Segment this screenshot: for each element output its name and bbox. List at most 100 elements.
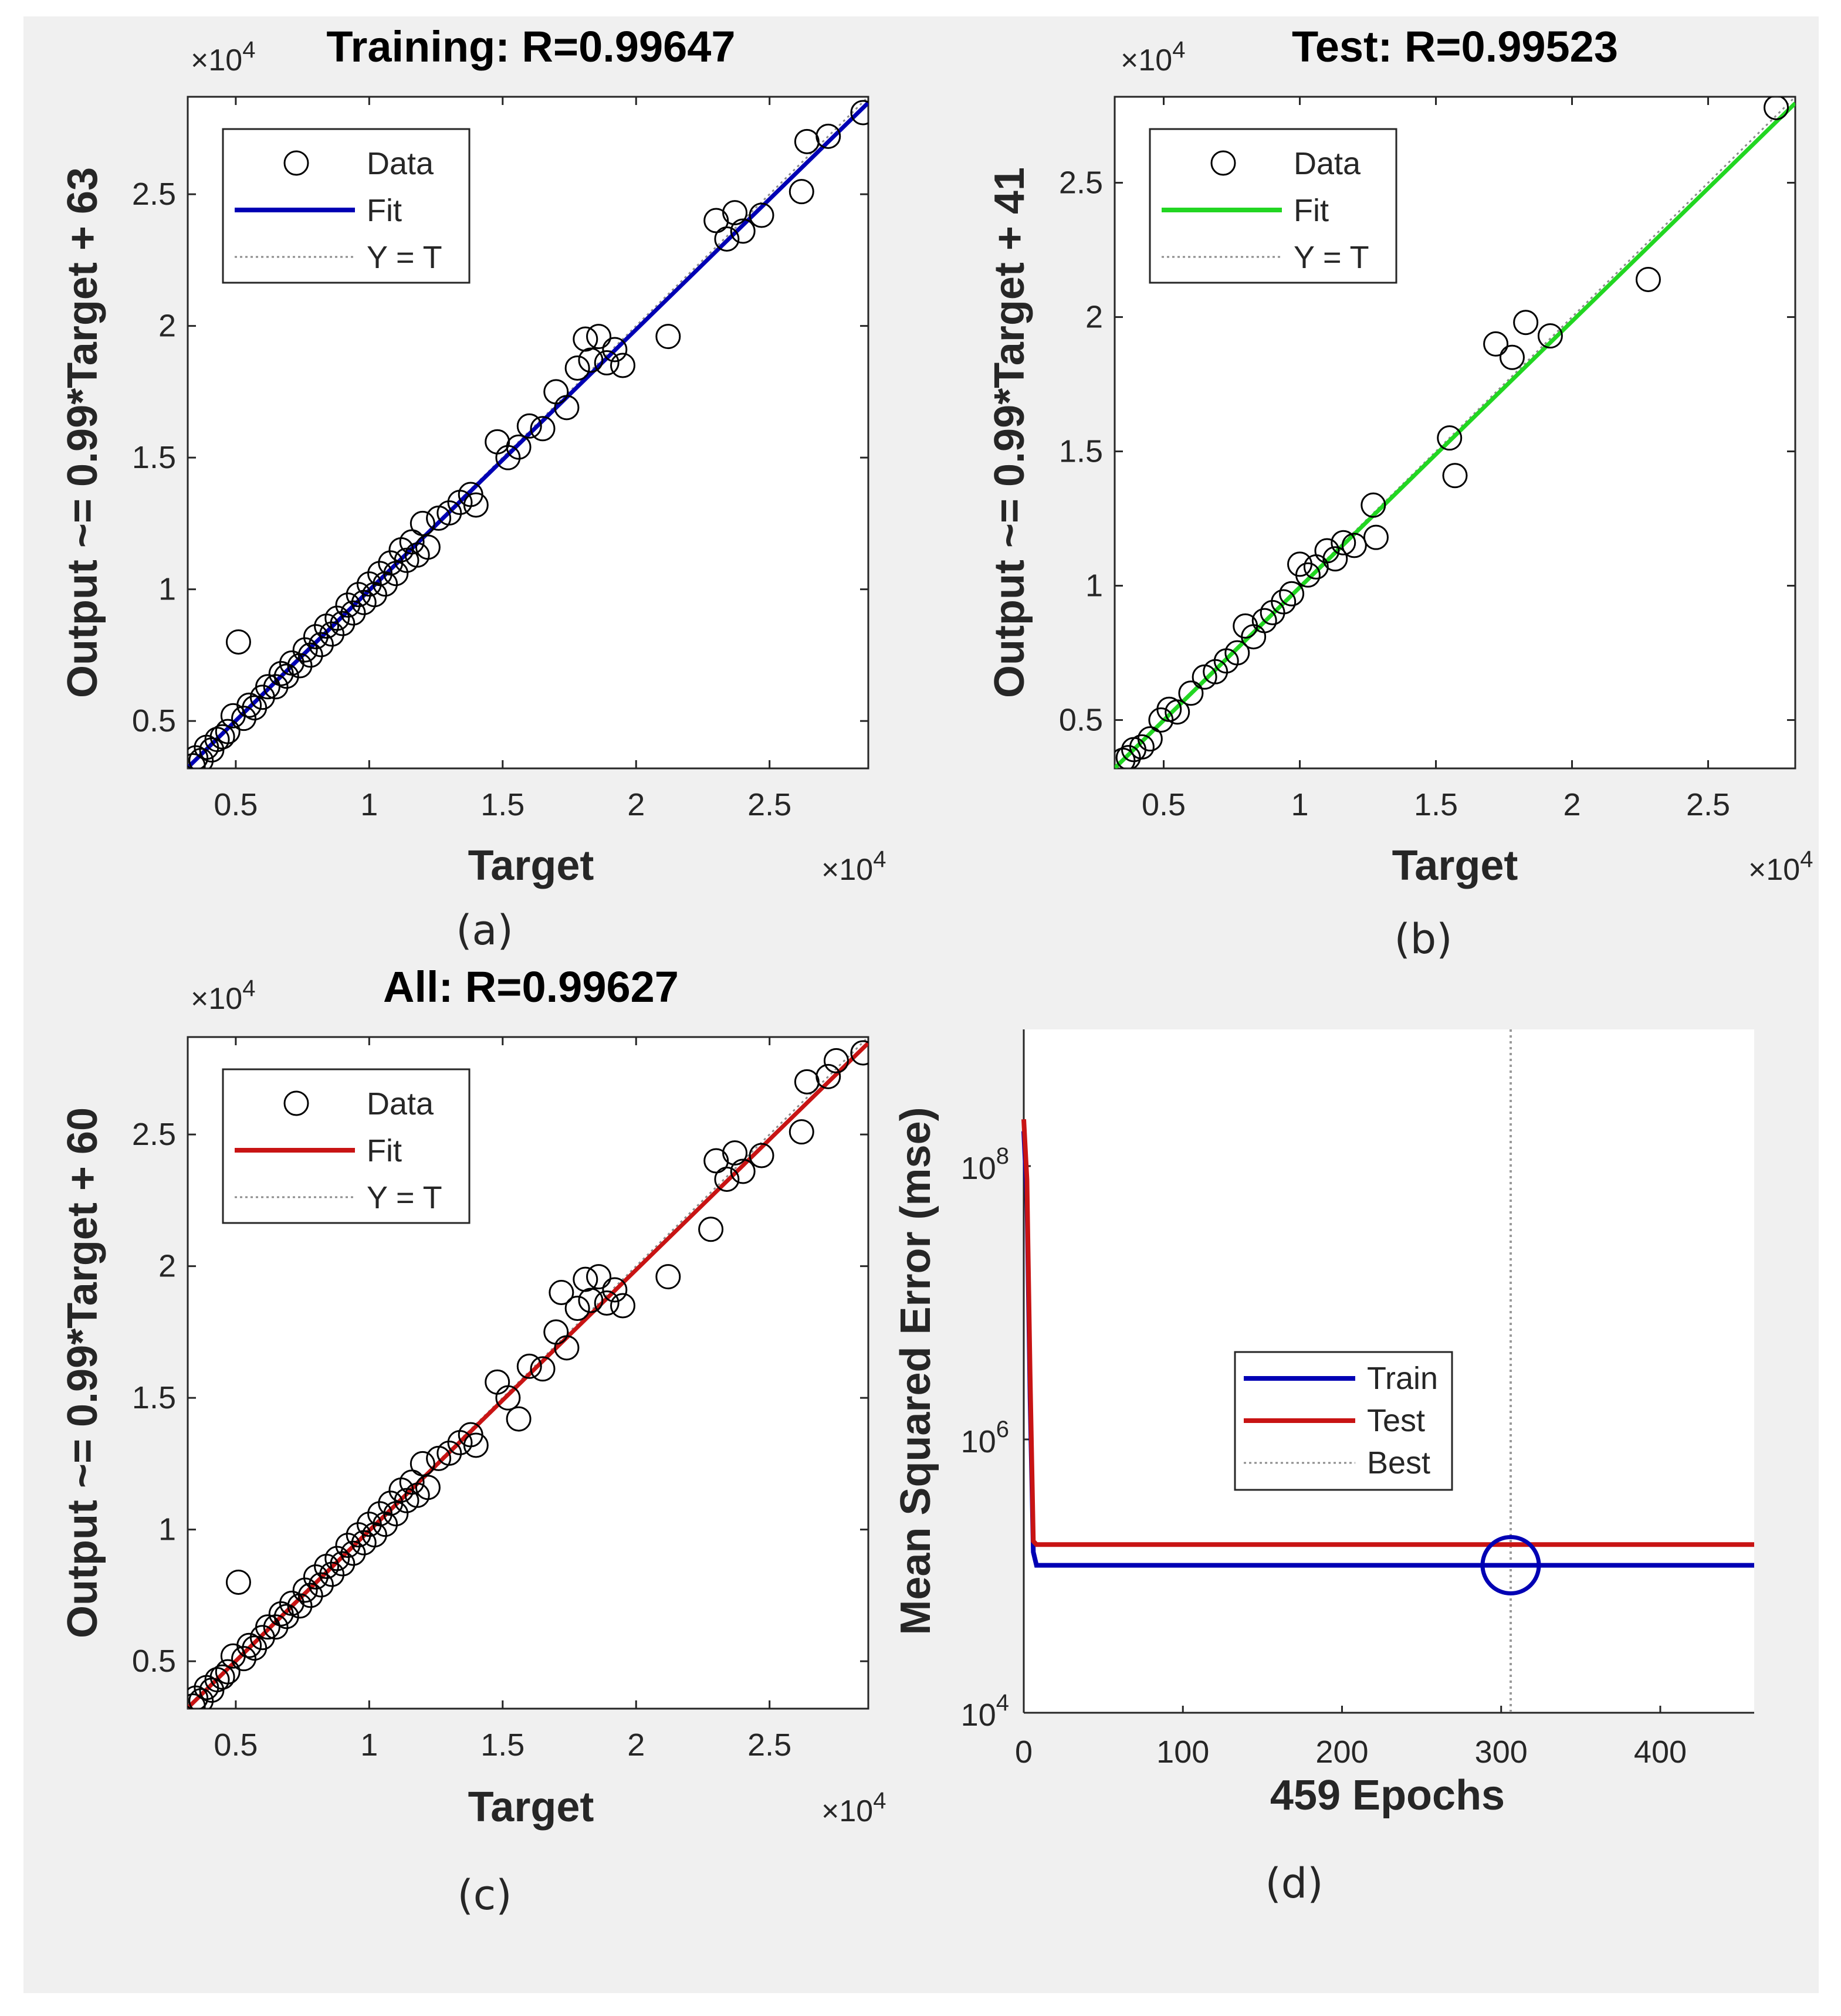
legend-label: Fit bbox=[1294, 193, 1329, 228]
y-scale-base: ×10 bbox=[191, 982, 242, 1016]
fit-line bbox=[1115, 101, 1795, 768]
x-scale-base: ×10 bbox=[821, 1794, 873, 1828]
panel-caption: (c) bbox=[457, 1871, 512, 1919]
data-point bbox=[330, 611, 356, 636]
x-scale-exponent: 4 bbox=[873, 1788, 886, 1814]
data-point bbox=[1764, 97, 1789, 120]
data-point bbox=[1513, 310, 1539, 336]
data-point bbox=[255, 674, 280, 700]
legend-label: Y = T bbox=[367, 1180, 442, 1215]
data-point bbox=[319, 1561, 345, 1587]
y-tick-label: 2.5 bbox=[132, 1117, 176, 1152]
x-scale-factor: ×104 bbox=[1748, 846, 1813, 887]
data-point bbox=[578, 347, 604, 373]
x-tick-label: 300 bbox=[1475, 1734, 1528, 1770]
y-tick-label: 1 bbox=[1085, 568, 1103, 604]
chart-title: Training: R=0.99647 bbox=[326, 22, 735, 71]
y-scale-base: ×10 bbox=[1121, 43, 1172, 77]
data-point bbox=[209, 724, 235, 750]
data-point bbox=[209, 1664, 235, 1690]
data-point bbox=[1251, 608, 1277, 633]
legend-marker-data bbox=[283, 1090, 309, 1116]
y-tick-exponent: 6 bbox=[996, 1417, 1009, 1442]
y-tick-label: 0.5 bbox=[1059, 703, 1103, 738]
data-point bbox=[1279, 581, 1305, 607]
data-point bbox=[1537, 323, 1563, 349]
data-point bbox=[463, 1432, 489, 1458]
data-point bbox=[361, 582, 387, 608]
data-point bbox=[610, 353, 635, 378]
data-point bbox=[410, 510, 435, 536]
legend-label: Fit bbox=[367, 193, 402, 228]
y-scale-factor: ×104 bbox=[191, 37, 255, 77]
data-point bbox=[530, 1356, 556, 1382]
data-point bbox=[335, 1533, 361, 1558]
data-point bbox=[463, 492, 489, 518]
y-axis-label: Output ~= 0.99*Target + 41 bbox=[986, 167, 1033, 698]
data-point bbox=[324, 605, 350, 631]
data-point bbox=[714, 1166, 740, 1192]
data-point bbox=[573, 326, 598, 352]
legend-label: Data bbox=[367, 146, 434, 181]
data-point bbox=[549, 1280, 574, 1306]
y-tick-label: 2.5 bbox=[132, 177, 176, 212]
data-point bbox=[749, 202, 774, 228]
data-point bbox=[1331, 530, 1356, 555]
data-point bbox=[303, 1564, 329, 1590]
data-point bbox=[373, 1512, 398, 1537]
y-tick-label: 2 bbox=[1085, 300, 1103, 335]
y-tick-label: 104 bbox=[961, 1690, 1009, 1733]
legend-label: Fit bbox=[367, 1133, 402, 1168]
data-point bbox=[263, 674, 289, 700]
x-scale-exponent: 4 bbox=[1800, 846, 1813, 872]
data-point bbox=[340, 1540, 366, 1566]
data-point bbox=[850, 1040, 868, 1066]
data-point bbox=[297, 642, 323, 668]
data-point bbox=[1635, 266, 1661, 292]
data-point bbox=[722, 1140, 748, 1166]
x-tick-label: 1 bbox=[1291, 787, 1308, 822]
y-tick-base: 10 bbox=[961, 1151, 996, 1186]
data-point bbox=[788, 1119, 814, 1145]
data-point bbox=[1499, 344, 1525, 370]
x-tick-label: 1.5 bbox=[1414, 787, 1458, 822]
data-point bbox=[287, 653, 313, 679]
data-point bbox=[303, 624, 329, 649]
data-point bbox=[215, 719, 241, 744]
data-point bbox=[346, 582, 371, 608]
data-point bbox=[1224, 640, 1250, 666]
data-point bbox=[1341, 533, 1367, 558]
data-point bbox=[373, 571, 398, 597]
data-point bbox=[225, 629, 251, 655]
series-line-test bbox=[1021, 1119, 1754, 1547]
x-tick-label: 0.5 bbox=[214, 1727, 258, 1763]
data-point bbox=[655, 1264, 681, 1290]
data-point bbox=[383, 1501, 409, 1527]
y-tick-label: 1.5 bbox=[1059, 434, 1103, 469]
panel-caption: (b) bbox=[1394, 915, 1452, 963]
data-point bbox=[554, 1335, 580, 1361]
data-point bbox=[231, 1646, 257, 1672]
data-point bbox=[361, 1522, 387, 1548]
data-point bbox=[340, 600, 366, 626]
data-point bbox=[308, 632, 334, 658]
data-point bbox=[495, 445, 521, 470]
legend-label: Train bbox=[1367, 1361, 1438, 1396]
chart-title: Test: R=0.99523 bbox=[1292, 22, 1618, 71]
data-point bbox=[578, 1287, 604, 1313]
y-tick-label: 1.5 bbox=[132, 1380, 176, 1415]
x-tick-label: 1 bbox=[360, 787, 378, 822]
panel-caption: (a) bbox=[456, 906, 513, 954]
data-point bbox=[516, 1353, 542, 1379]
y-tick-label: 106 bbox=[961, 1417, 1009, 1459]
data-point bbox=[308, 1572, 334, 1598]
data-point bbox=[594, 350, 620, 376]
x-tick-label: 200 bbox=[1315, 1734, 1368, 1770]
data-point bbox=[324, 1546, 350, 1571]
data-point bbox=[530, 416, 556, 442]
data-point bbox=[1361, 492, 1386, 518]
legend-marker-data bbox=[283, 150, 309, 176]
data-point bbox=[506, 434, 532, 460]
